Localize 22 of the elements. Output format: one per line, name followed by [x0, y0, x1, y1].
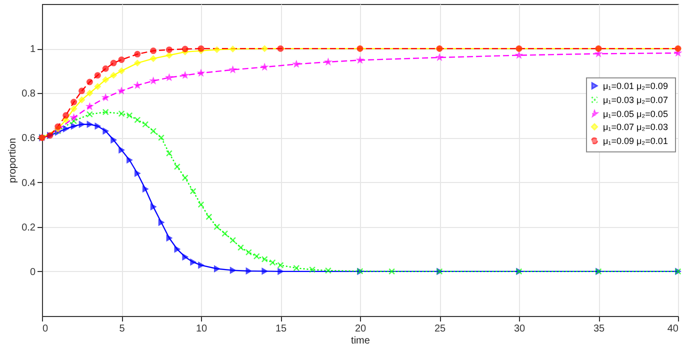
y-tick-label: 0 [30, 266, 36, 278]
x-tick-label: 10 [196, 324, 208, 334]
y-tick-label: 0.8 [22, 88, 36, 100]
x-tick-label: 20 [354, 324, 366, 334]
x-tick-label: 0 [42, 324, 48, 334]
legend-label: μ₁=0.07 μ₂=0.03 [603, 122, 668, 132]
y-axis-title: proportion [8, 138, 19, 184]
legend-label: μ₁=0.09 μ₂=0.01 [603, 136, 668, 146]
x-tick-label: 30 [514, 324, 526, 334]
legend-label: μ₁=0.05 μ₂=0.05 [603, 108, 668, 119]
y-tick-label: 1 [30, 44, 36, 56]
y-tick-label: 0.6 [22, 133, 36, 144]
x-axis-title: time [351, 336, 370, 346]
y-tick-label: 0.4 [22, 178, 36, 189]
x-tick-label: 35 [593, 324, 605, 334]
x-tick-label: 25 [434, 324, 446, 334]
legend-label: μ₁=0.01 μ₂=0.09 [603, 80, 668, 91]
x-tick-label: 15 [275, 324, 287, 334]
y-tick-label: 0.2 [22, 222, 36, 234]
x-tick-label: 40 [667, 324, 679, 334]
legend-label: μ₁=0.03 μ₂=0.07 [603, 94, 668, 105]
x-tick-label: 5 [119, 324, 126, 334]
